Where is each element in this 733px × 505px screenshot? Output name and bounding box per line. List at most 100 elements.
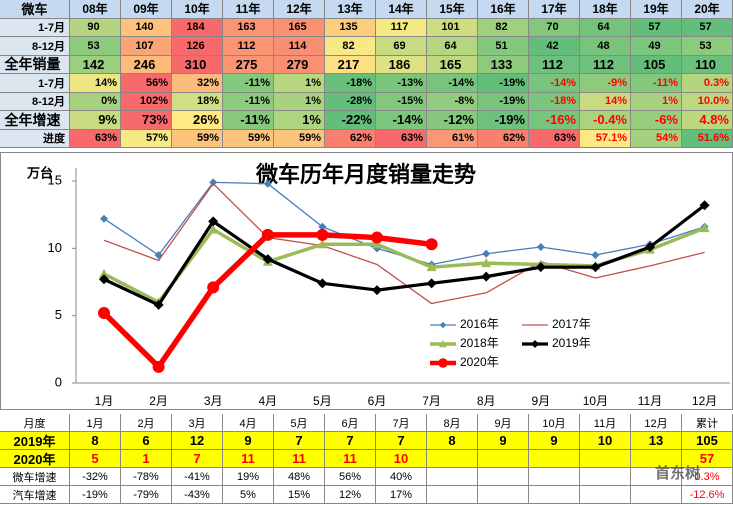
point	[699, 200, 710, 211]
point	[535, 262, 546, 273]
table-cell: 8	[70, 432, 121, 450]
x-tick-label: 1月	[95, 394, 114, 408]
chart: 微车历年月度销量走势 万台 0 5 10 15 1月 2月 3月 4月 5月 6月 7月 8月 9月 10…	[0, 152, 733, 410]
point	[99, 274, 109, 285]
legend-label: 2016年	[460, 317, 499, 331]
table-cell: -13%	[376, 74, 427, 93]
table-cell: 9	[478, 432, 529, 450]
x-tick-label: 9月	[531, 394, 550, 408]
header-cell: 11年	[223, 0, 274, 19]
table-cell: 73%	[121, 111, 172, 130]
point	[699, 223, 710, 233]
point	[426, 262, 437, 272]
x-tick-label: 6月	[368, 394, 387, 408]
table-cell	[427, 486, 478, 504]
table-cell: 101	[427, 18, 478, 37]
point	[318, 222, 327, 231]
point	[98, 306, 110, 319]
table-cell: 184	[172, 18, 223, 37]
table-cell: -11%	[223, 74, 274, 93]
table-cell: 64	[427, 37, 478, 56]
row-label: 8-12月	[0, 92, 70, 111]
table-cell: 12%	[325, 486, 376, 504]
table-cell: 57%	[121, 129, 172, 148]
table-cell: 51	[478, 37, 529, 56]
legend-label: 2019年	[552, 336, 591, 350]
table-cell: 15%	[274, 486, 325, 504]
point	[482, 249, 491, 258]
row-label: 1-7月	[0, 18, 70, 37]
table-cell	[580, 486, 631, 504]
table-cell: 59%	[172, 129, 223, 148]
table-cell: 0%	[70, 92, 121, 111]
header-cell: 7月	[376, 414, 427, 432]
point	[317, 278, 328, 289]
table-cell: 126	[172, 37, 223, 56]
x-tick-label: 3月	[204, 394, 223, 408]
point	[100, 214, 108, 223]
table-cell: 12	[172, 432, 223, 450]
table-cell	[631, 486, 682, 504]
table-cell: 57	[682, 18, 733, 37]
table-cell: 10	[580, 432, 631, 450]
table-cell: 110	[682, 55, 733, 74]
table-cell: 1	[121, 450, 172, 468]
table-cell: 70	[529, 18, 580, 37]
table-cell: -18%	[529, 92, 580, 111]
header-cell: 10年	[172, 0, 223, 19]
table-cell: 14%	[580, 92, 631, 111]
table-cell: 26%	[172, 111, 223, 130]
table-cell: 10	[376, 450, 427, 468]
legend-marker	[438, 358, 448, 368]
table-cell: 90	[70, 18, 121, 37]
table-cell: 133	[478, 55, 529, 74]
table-cell	[427, 468, 478, 486]
table-cell: -19%	[478, 111, 529, 130]
table-cell: 13	[631, 432, 682, 450]
y-tick-label: 10	[48, 240, 62, 255]
table-cell: -19%	[478, 92, 529, 111]
table-cell: -22%	[325, 111, 376, 130]
table-cell: -16%	[529, 111, 580, 130]
point	[536, 242, 545, 251]
header-cell: 4月	[223, 414, 274, 432]
x-tick-label: 4月	[258, 394, 277, 408]
y-tick-label: 0	[55, 374, 62, 389]
table-cell: 7	[274, 432, 325, 450]
header-cell: 15年	[427, 0, 478, 19]
point	[262, 254, 273, 265]
table-cell	[631, 468, 682, 486]
header-cell: 11月	[580, 414, 631, 432]
table-cell: 0.3%	[682, 74, 733, 93]
table-cell: 112	[223, 37, 274, 56]
table-cell: -9%	[580, 74, 631, 93]
table-cell: 53	[70, 37, 121, 56]
header-cell: 10月	[529, 414, 580, 432]
table-cell: 135	[325, 18, 376, 37]
table-cell: 49	[631, 37, 682, 56]
table-cell: 163	[223, 18, 274, 37]
table-cell	[529, 450, 580, 468]
table-cell	[478, 468, 529, 486]
header-cell: 6月	[325, 414, 376, 432]
table-cell: 4.8%	[682, 111, 733, 130]
table-cell: 7	[172, 450, 223, 468]
table-cell: -14%	[427, 74, 478, 93]
table-cell: -18%	[325, 74, 376, 93]
row-label: 进度	[0, 129, 70, 148]
table-cell	[427, 450, 478, 468]
table-cell: -32%	[70, 468, 121, 486]
table-cell: -41%	[172, 468, 223, 486]
table-cell: 63%	[70, 129, 121, 148]
header-cell: 3月	[172, 414, 223, 432]
header-cell: 14年	[376, 0, 427, 19]
legend-marker	[531, 340, 539, 348]
table-cell: 63%	[376, 129, 427, 148]
table-cell: -0.4%	[580, 111, 631, 130]
table-cell: 54%	[631, 129, 682, 148]
table-cell: -11%	[223, 92, 274, 111]
point	[152, 360, 165, 373]
table-cell: 62%	[325, 129, 376, 148]
header-cell: 月度	[0, 414, 70, 432]
